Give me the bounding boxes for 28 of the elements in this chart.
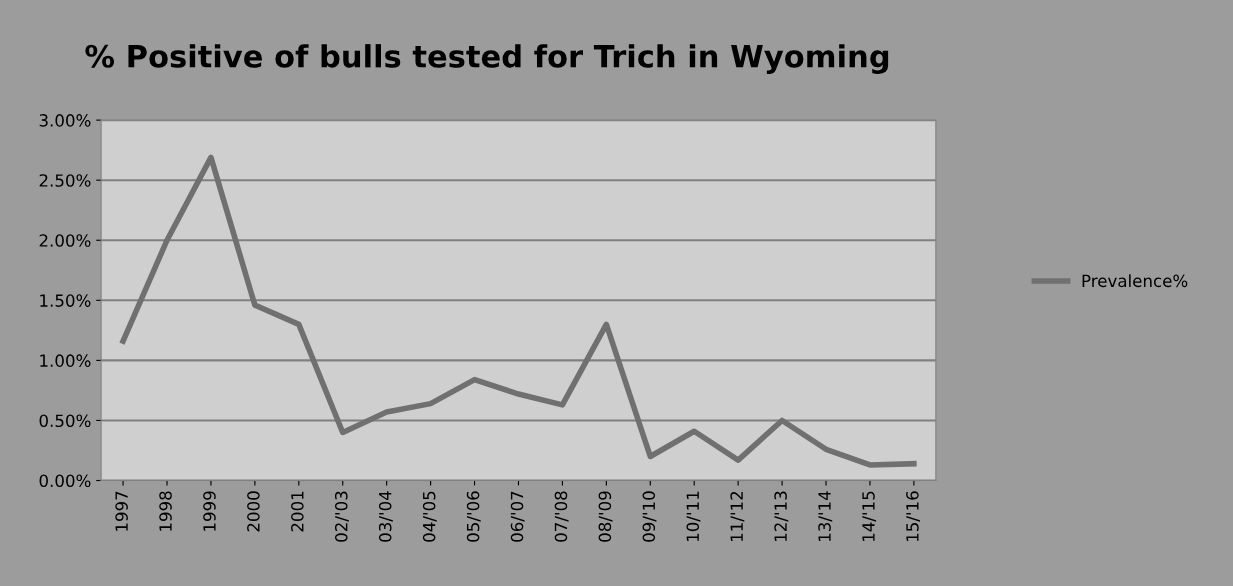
x-tick-label: 1999 bbox=[203, 491, 216, 531]
x-tick-label: 10/'11 bbox=[686, 491, 701, 542]
x-tick-label: 04/'05 bbox=[422, 491, 437, 542]
x-tick-label: 13/'14 bbox=[818, 491, 833, 542]
x-tick-label: 09/'10 bbox=[642, 491, 657, 542]
x-tick-label: 06/'07 bbox=[510, 491, 525, 542]
x-tick-label: 15/'16 bbox=[906, 491, 921, 542]
x-tick-label: 2001 bbox=[291, 491, 304, 532]
legend-label: Prevalence% bbox=[1082, 274, 1188, 288]
x-tick-label: 12/'13 bbox=[774, 491, 789, 542]
x-tick-label: 03/'04 bbox=[378, 491, 393, 542]
y-tick-label: 0.50% bbox=[39, 414, 91, 428]
y-tick-label: 0.00% bbox=[39, 474, 91, 488]
x-tick-label: 1998 bbox=[159, 491, 172, 531]
x-tick-label: 02/'03 bbox=[334, 491, 349, 542]
y-tick-label: 1.00% bbox=[40, 354, 91, 367]
x-tick-label: 05/'06 bbox=[466, 491, 481, 542]
x-tick-label: 07/'08 bbox=[554, 491, 569, 542]
y-tick-label: 1.50% bbox=[40, 294, 91, 307]
x-tick-label: 2000 bbox=[247, 491, 260, 532]
x-tick-label: 1997 bbox=[115, 491, 128, 531]
y-tick-label: 2.00% bbox=[39, 234, 91, 247]
x-tick-label: 14/'15 bbox=[862, 491, 877, 542]
y-tick-label: 2.50% bbox=[39, 174, 91, 187]
y-tick-label: 3.00% bbox=[39, 114, 91, 127]
chart-title: % Positive of bulls tested for Trich in Wyoming bbox=[85, 44, 889, 74]
x-tick-label: 08/'09 bbox=[598, 491, 613, 542]
x-tick-label: 11/'12 bbox=[730, 491, 745, 542]
